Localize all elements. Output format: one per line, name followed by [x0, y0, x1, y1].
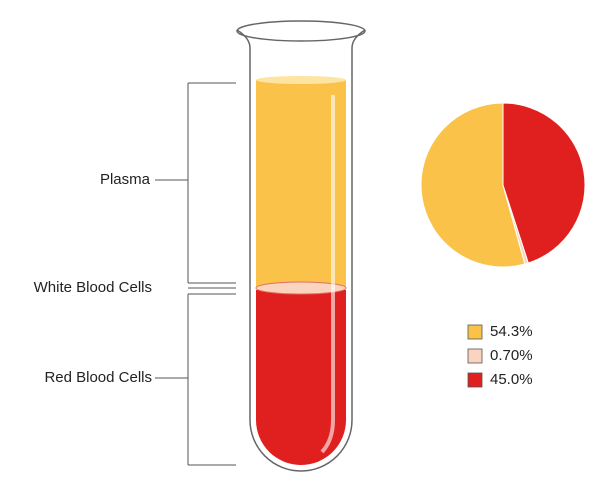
plasma-surface	[256, 76, 346, 84]
pie-slice	[502, 102, 586, 264]
bracket	[155, 82, 236, 466]
tube-shine	[320, 95, 335, 454]
legend-label: 0.70%	[490, 347, 533, 364]
legend-swatch	[467, 372, 483, 388]
label: White Blood Cells	[34, 279, 152, 296]
plasma-layer	[256, 80, 346, 288]
tube-rim	[236, 20, 366, 42]
tube	[249, 48, 353, 472]
tube-lip	[236, 29, 366, 49]
pie-slice	[420, 102, 526, 268]
legend-swatch	[467, 324, 483, 340]
label: Red Blood Cells	[44, 369, 152, 386]
label: Plasma	[100, 171, 151, 188]
legend-swatch	[467, 348, 483, 364]
wbc-layer	[255, 281, 347, 295]
legend-label: 45.0%	[490, 371, 533, 388]
legend-label: 54.3%	[490, 323, 533, 340]
rbc-layer	[256, 290, 346, 465]
